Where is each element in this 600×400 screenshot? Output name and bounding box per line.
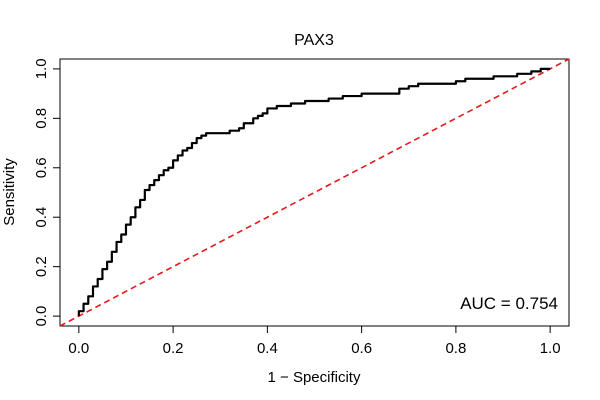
- x-tick-label: 0.6: [351, 340, 372, 357]
- y-tick-label: 0.2: [33, 256, 50, 277]
- plot-frame: [59, 58, 570, 327]
- y-tick-label: 1.0: [33, 58, 50, 79]
- x-axis: 0.0 0.2 0.4 0.6 0.8 1.0: [68, 325, 561, 357]
- y-tick-label: 0.4: [33, 207, 50, 228]
- y-tick-label: 0.8: [33, 108, 50, 129]
- x-tick-label: 0.0: [68, 340, 89, 357]
- reference-diagonal-line: [59, 58, 570, 327]
- x-axis-label: 1 − Specificity: [268, 369, 361, 386]
- x-tick-label: 1.0: [540, 340, 561, 357]
- roc-curve-line: [77, 67, 551, 317]
- auc-annotation: AUC = 0.754: [460, 294, 558, 313]
- x-tick-label: 0.4: [257, 340, 278, 357]
- chart-title: PAX3: [294, 32, 334, 49]
- y-axis-label: Sensitivity: [1, 158, 18, 226]
- x-tick-label: 0.8: [445, 340, 466, 357]
- y-axis: 0.0 0.2 0.4 0.6 0.8 1.0: [33, 58, 61, 327]
- y-tick-label: 0.6: [33, 157, 50, 178]
- x-tick-label: 0.2: [163, 340, 184, 357]
- y-tick-label: 0.0: [33, 306, 50, 327]
